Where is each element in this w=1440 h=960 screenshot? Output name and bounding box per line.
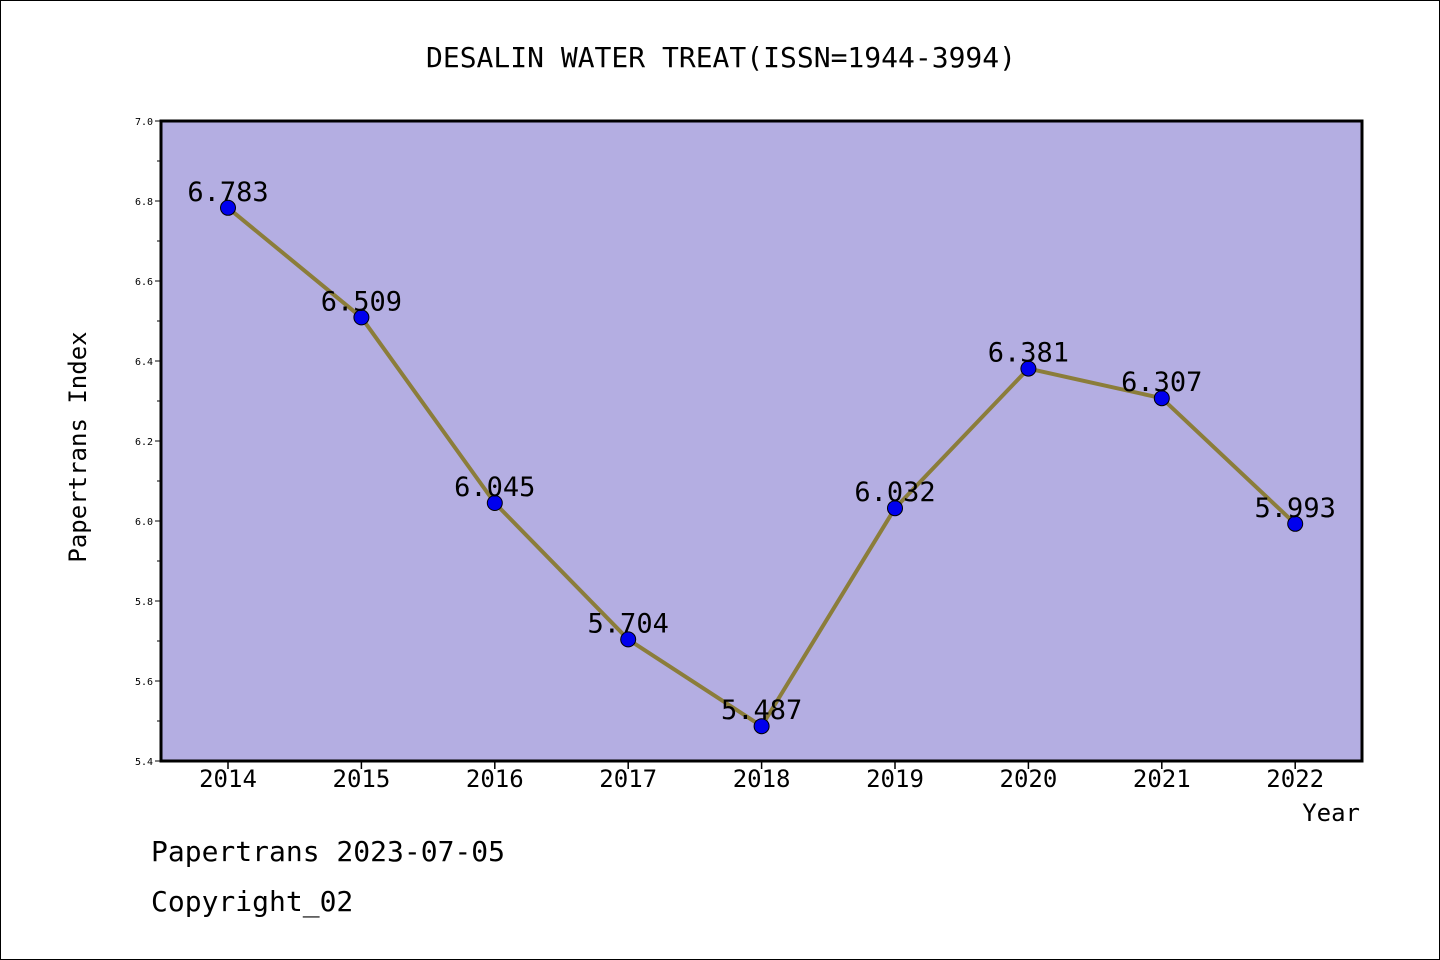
- y-tick-label: 6.0: [135, 517, 153, 528]
- y-tick-label: 7.0: [135, 117, 153, 128]
- x-axis-label: Year: [1302, 799, 1360, 827]
- x-tick-label: 2017: [599, 765, 657, 793]
- x-tick-label: 2016: [466, 765, 524, 793]
- x-tick-label: 2022: [1266, 765, 1324, 793]
- data-point-marker: [620, 631, 637, 648]
- y-tick-label: 5.4: [135, 757, 153, 768]
- data-point-marker: [753, 718, 770, 735]
- y-tick-label: 5.6: [135, 677, 153, 688]
- data-value-label: 6.032: [854, 477, 935, 508]
- plot-border: [159, 119, 1364, 763]
- y-axis: 5.4 5.6 5.8 6.0 6.2 6.4 6.6 6.8 7.0: [135, 117, 161, 768]
- x-tick-label: 2020: [1000, 765, 1058, 793]
- data-point-marker: [220, 199, 236, 216]
- data-point-marker: [353, 309, 370, 326]
- data-point-marker: [1020, 360, 1037, 377]
- y-tick-label: 6.2: [135, 437, 153, 448]
- data-point-marker: [1287, 515, 1304, 532]
- data-point-marker: [1153, 390, 1170, 407]
- footer-date-text: Papertrans 2023-07-05: [151, 835, 506, 868]
- data-point-marker: [486, 495, 503, 511]
- x-tick-label: 2015: [333, 765, 391, 793]
- x-tick-label: 2018: [733, 765, 791, 793]
- data-value-label: 6.045: [454, 472, 535, 503]
- y-axis-label: Papertrans Index: [64, 331, 92, 562]
- y-tick-label: 6.4: [135, 357, 153, 368]
- y-tick-label: 6.6: [135, 277, 153, 288]
- chart-title: DESALIN WATER TREAT(ISSN=1944-3994): [426, 41, 1016, 74]
- data-value-label: 6.783: [187, 177, 268, 208]
- data-value-label: 5.993: [1255, 493, 1336, 524]
- data-value-label: 6.509: [321, 286, 402, 317]
- data-point-marker: [887, 500, 903, 517]
- x-tick-label: 2021: [1133, 765, 1191, 793]
- x-axis: 2014 2015 2016 2017 2018 2019 2020 2021 2022: [199, 761, 1324, 793]
- data-value-label: 6.307: [1121, 367, 1202, 398]
- x-tick-label: 2019: [866, 765, 924, 793]
- data-labels: 6.783 6.509 6.045 5.704 5.487 6.032 6.381 6.307…: [187, 177, 1335, 726]
- plot-area: [161, 121, 1362, 761]
- data-value-label: 5.487: [721, 695, 802, 726]
- data-markers: [220, 199, 1304, 735]
- footer-copyright-text: Copyright_02: [151, 885, 354, 918]
- data-value-label: 5.704: [588, 608, 669, 639]
- y-tick-label: 6.8: [135, 197, 153, 208]
- data-value-label: 6.381: [988, 338, 1069, 369]
- y-tick-label: 5.8: [135, 597, 153, 608]
- x-tick-label: 2014: [199, 765, 257, 793]
